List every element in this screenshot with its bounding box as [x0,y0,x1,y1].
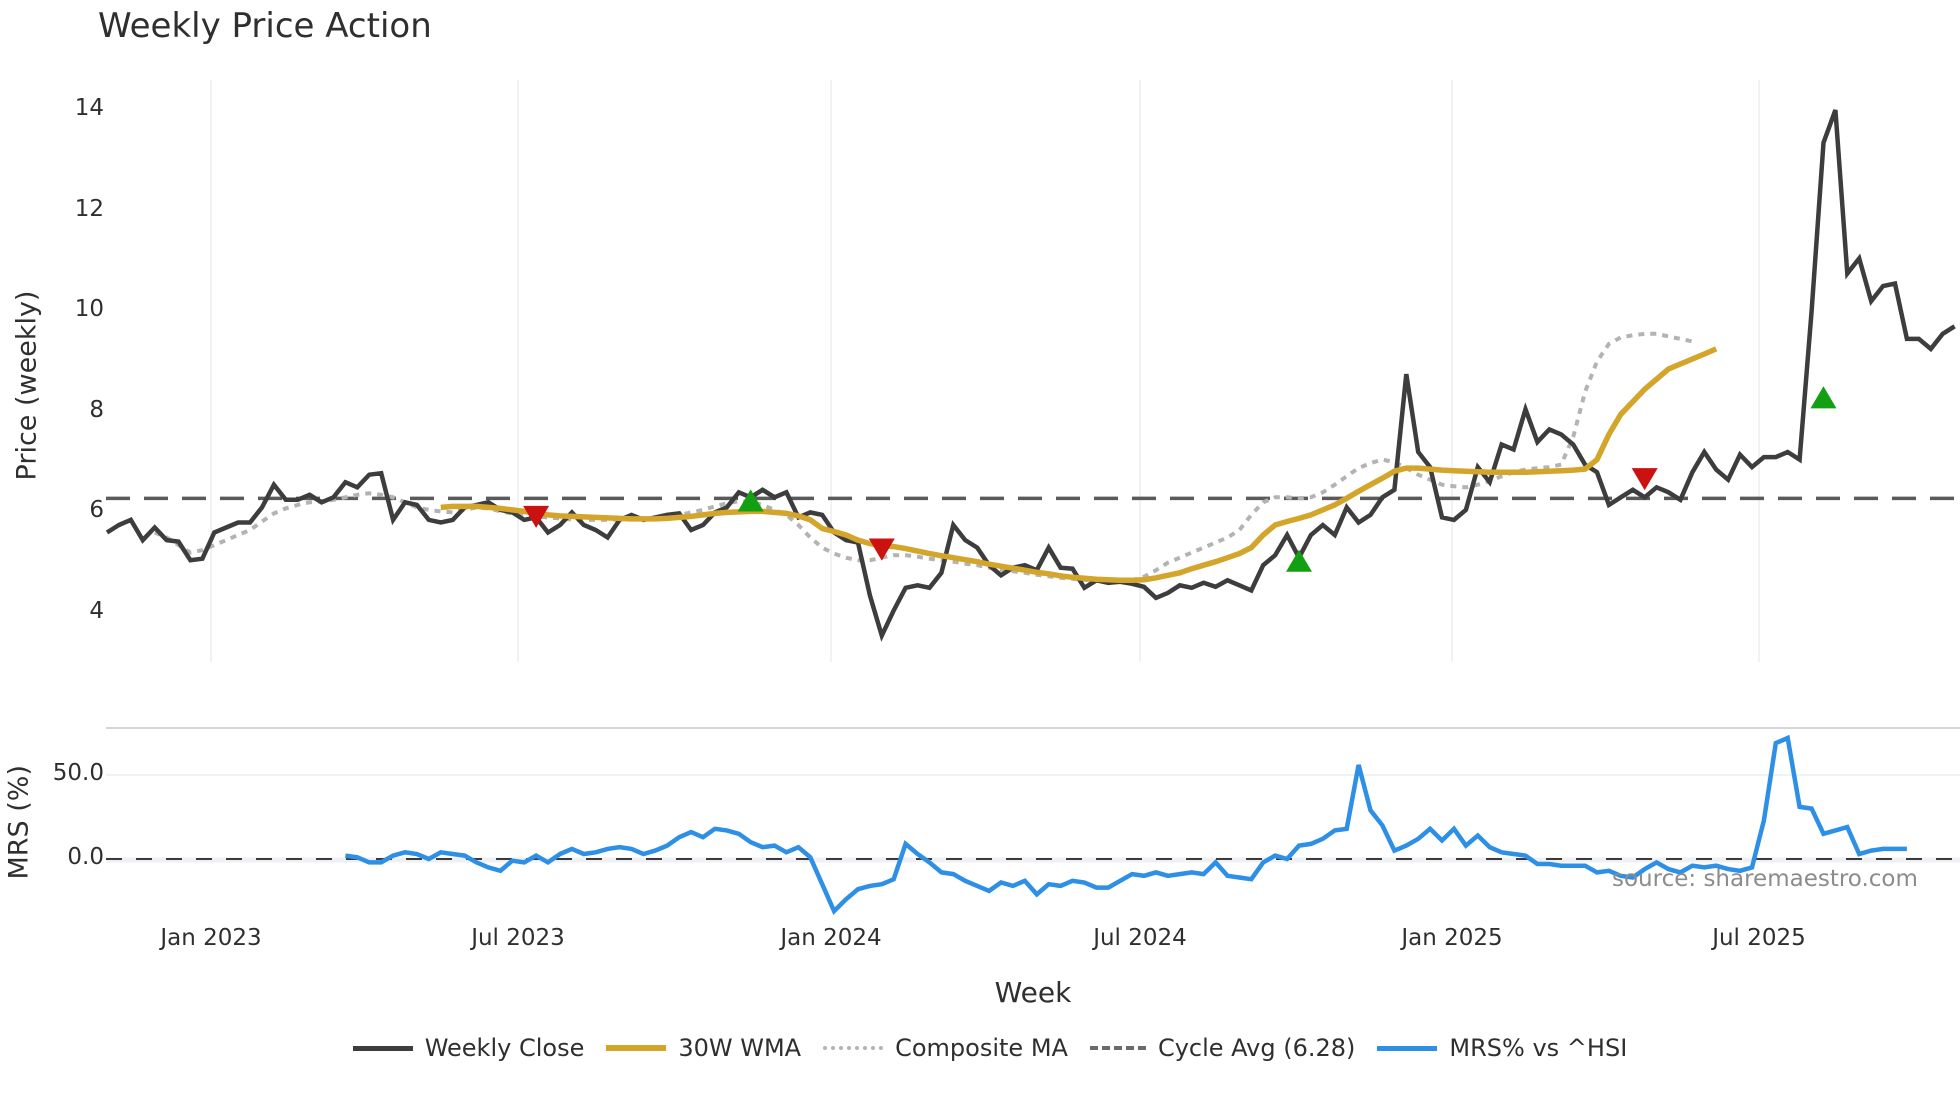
x-tick: Jan 2023 [160,925,262,951]
mrs-y-tick: 50.0 [52,760,104,786]
x-axis-label: Week [994,976,1072,1009]
composite-ma-line [153,331,1693,584]
x-tick: Jan 2025 [1401,925,1503,951]
legend-label: 30W WMA [678,1034,802,1062]
source-annotation: source: sharemaestro.com [1612,866,1918,892]
chart-title: Weekly Price Action [98,6,432,46]
legend-item-weekly-close[interactable]: Weekly Close [352,1034,585,1062]
buy-signal-up-triangle-icon [1286,549,1312,572]
price-y-tick: 8 [89,397,104,423]
legend-item-30w-wma[interactable]: 30W WMA [606,1034,801,1062]
legend-label: MRS% vs ^HSI [1449,1034,1628,1062]
price-y-axis-label: Price (weekly) [11,290,43,481]
line-swatch-icon [606,1045,667,1051]
price-y-tick: 6 [89,497,104,523]
legend-item-mrs[interactable]: MRS% vs ^HSI [1377,1034,1627,1062]
price-y-tick: 10 [74,296,104,322]
legend-label: Cycle Avg (6.28) [1157,1034,1356,1062]
wma-30w-line [440,346,1718,584]
x-tick: Jul 2023 [471,925,565,951]
dotted-line-swatch-icon [823,1046,884,1050]
sell-signal-down-triangle-icon [1631,468,1658,491]
price-y-tick: 14 [74,95,104,121]
line-swatch-icon [352,1045,413,1051]
legend-label: Weekly Close [424,1034,585,1062]
price-y-tick: 4 [89,598,104,624]
legend-item-cycle-avg[interactable]: Cycle Avg (6.28) [1089,1034,1356,1062]
line-swatch-icon [1377,1045,1438,1051]
sell-signal-down-triangle-icon [868,538,895,561]
x-tick: Jul 2024 [1093,925,1187,951]
mrs-y-tick: 0.0 [67,844,104,870]
legend: Weekly Close 30W WMA Composite MA Cycle … [0,1034,1960,1062]
legend-label: Composite MA [895,1034,1068,1062]
legend-item-composite-ma[interactable]: Composite MA [823,1034,1068,1062]
mrs-y-axis-label: MRS (%) [3,765,35,880]
mrs-line [345,734,1907,915]
x-tick: Jan 2024 [780,925,882,951]
sell-signal-down-triangle-icon [523,505,550,528]
buy-signal-up-triangle-icon [737,489,764,512]
buy-signal-up-triangle-icon [1810,386,1837,409]
x-tick: Jul 2025 [1712,925,1806,951]
dashed-line-swatch-icon [1089,1046,1146,1050]
weekly-close-line [105,109,1956,642]
price-y-tick: 12 [74,196,104,222]
